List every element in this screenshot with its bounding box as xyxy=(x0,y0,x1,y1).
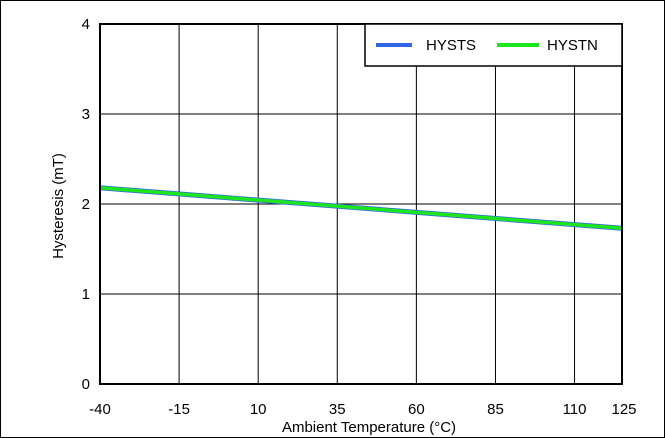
y-tick-label: 0 xyxy=(82,376,90,393)
x-tick-label: 10 xyxy=(250,401,267,418)
y-tick-label: 1 xyxy=(82,286,90,303)
legend-label-hystn: HYSTN xyxy=(547,37,598,54)
series-lines xyxy=(99,185,623,231)
plot-border xyxy=(99,23,623,385)
y-tick-label: 4 xyxy=(82,16,90,33)
x-tick-label: 60 xyxy=(408,401,425,418)
x-tick-label: 110 xyxy=(563,401,587,418)
x-tick-label: -15 xyxy=(168,401,190,418)
x-tick-label: 35 xyxy=(329,401,346,418)
y-tick-labels: 0 1 2 3 4 xyxy=(82,16,90,393)
grid xyxy=(99,23,623,385)
legend-label-hysts: HYSTS xyxy=(426,37,476,54)
legend: HYSTS HYSTN xyxy=(364,23,623,67)
x-axis-label: Ambient Temperature (°C) xyxy=(282,419,456,436)
x-tick-label: 125 xyxy=(611,401,636,418)
x-tick-label: -40 xyxy=(89,401,111,418)
x-tick-label: 85 xyxy=(487,401,504,418)
y-tick-label: 3 xyxy=(82,106,90,123)
x-tick-labels: -40 -15 10 35 60 85 110 125 xyxy=(89,401,636,418)
series-line-hystn xyxy=(99,186,623,231)
y-tick-label: 2 xyxy=(82,196,90,213)
y-axis-label: Hysteresis (mT) xyxy=(50,153,67,259)
